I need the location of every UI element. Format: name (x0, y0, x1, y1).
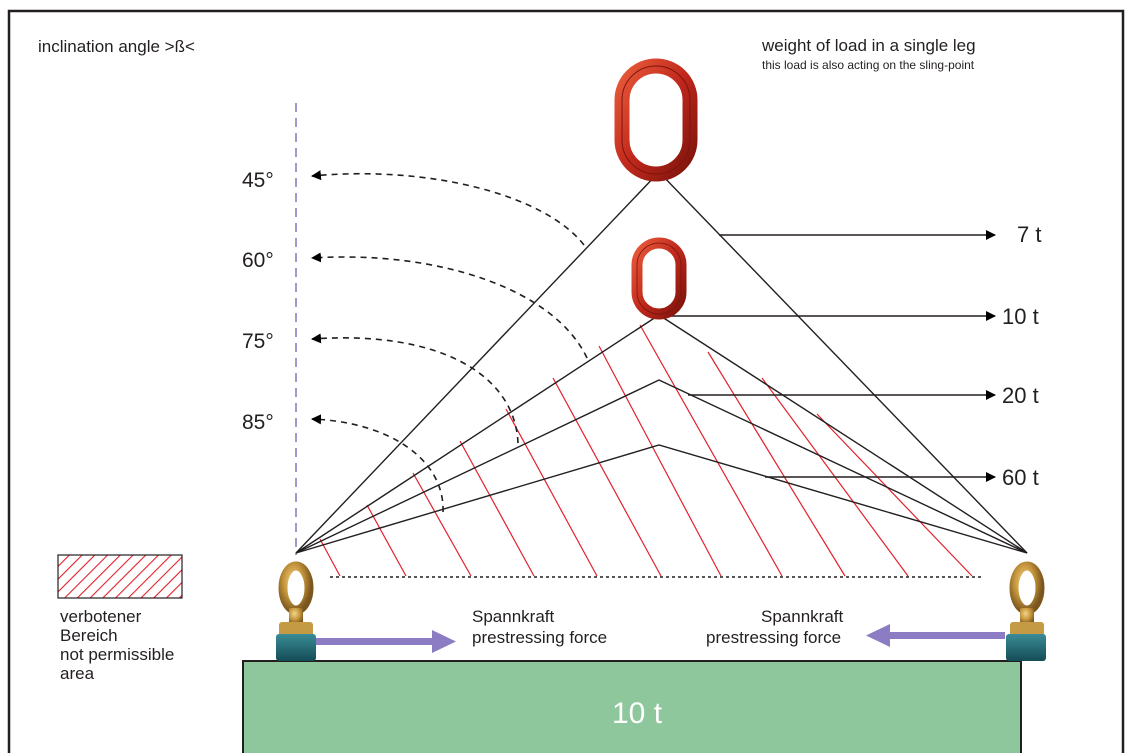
angle-label-60: 60° (242, 249, 274, 272)
left-lifting-point-icon (276, 561, 316, 661)
force-right-de: Spannkraft (761, 607, 844, 626)
angle-label-85: 85° (242, 411, 274, 434)
inclination-angle-label: inclination angle >ß< (38, 37, 195, 56)
leg-load-7t: 7 t (1017, 222, 1042, 247)
force-left-en: prestressing force (472, 628, 608, 647)
force-left-de: Spannkraft (472, 607, 555, 626)
legend-line-3: not permissible (60, 645, 175, 664)
legend-text: verbotener Bereich not permissible area (60, 607, 230, 683)
legend-line-4: area (60, 664, 95, 683)
angle-label-75: 75° (242, 330, 274, 353)
hatched-area (319, 324, 973, 577)
weight-title: weight of load in a single leg (762, 36, 976, 55)
legend-hatch-swatch (57, 554, 183, 599)
angle-arrows (311, 170, 588, 513)
right-lifting-point-icon (1006, 561, 1046, 661)
legend-line-1: verbotener (60, 607, 142, 626)
leg-load-20t: 20 t (1002, 383, 1039, 408)
leg-load-10t: 10 t (1002, 304, 1039, 329)
frame-border (7, 9, 1125, 753)
leg-load-60t: 60 t (1002, 465, 1039, 490)
weight-subtitle: this load is also acting on the sling-po… (762, 58, 975, 72)
prestressing-force-arrows (315, 624, 1005, 653)
load-arrows (662, 230, 996, 482)
master-link-large-icon (614, 58, 698, 182)
legend-line-2: Bereich (60, 626, 118, 645)
angle-label-45: 45° (242, 169, 274, 192)
force-right-en: prestressing force (706, 628, 842, 647)
force-label-left: Spannkraft prestressing force (472, 606, 607, 648)
force-label-right: Spannkraft prestressing force (706, 606, 843, 648)
load-block (242, 660, 1022, 753)
master-link-small-icon (631, 237, 687, 320)
base-load-label: 10 t (612, 697, 663, 730)
